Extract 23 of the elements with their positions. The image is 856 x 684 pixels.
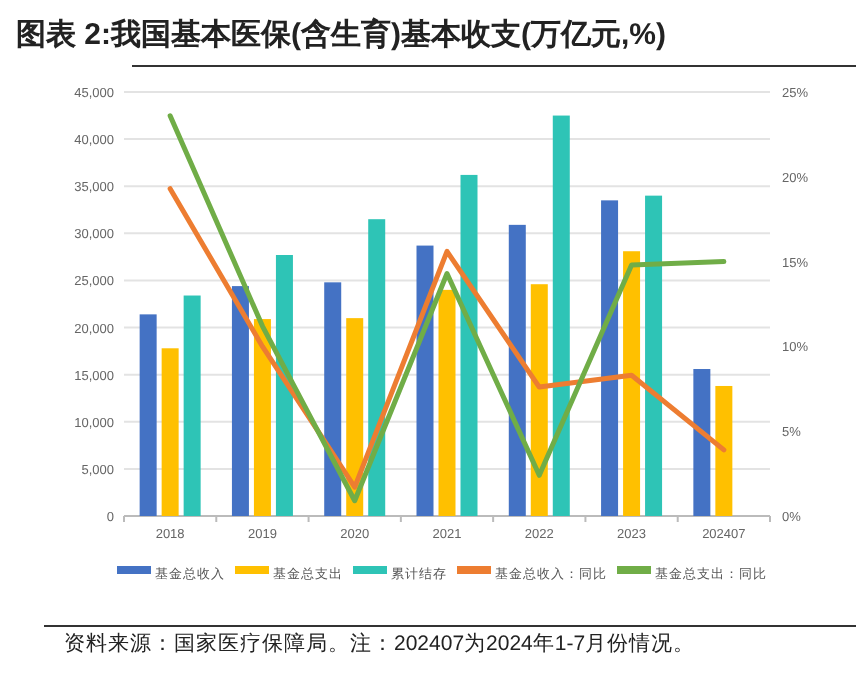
line-series bbox=[167, 186, 727, 490]
bar bbox=[139, 314, 157, 516]
bar bbox=[530, 284, 548, 516]
bar bbox=[416, 245, 434, 516]
bar bbox=[161, 348, 179, 516]
bar bbox=[438, 289, 456, 516]
bar bbox=[324, 282, 342, 516]
bar bbox=[368, 219, 386, 516]
bar bbox=[275, 255, 293, 516]
bar bbox=[601, 200, 619, 516]
bar bbox=[253, 319, 271, 516]
bar bbox=[645, 195, 663, 516]
bar bbox=[715, 385, 733, 516]
text: 资料来源：国家医疗保障局。注：202407为2024年1-7月份情况。 bbox=[64, 630, 696, 656]
bar bbox=[623, 251, 641, 516]
bar bbox=[183, 295, 201, 516]
bar bbox=[552, 115, 570, 516]
bar bbox=[693, 369, 711, 516]
line-series bbox=[167, 113, 727, 504]
bar bbox=[460, 174, 478, 516]
bar bbox=[508, 224, 526, 516]
chart-title: 图表 2:我国基本医保(含生育)基本收支(万亿元,%) bbox=[16, 16, 666, 52]
bar bbox=[231, 286, 249, 516]
